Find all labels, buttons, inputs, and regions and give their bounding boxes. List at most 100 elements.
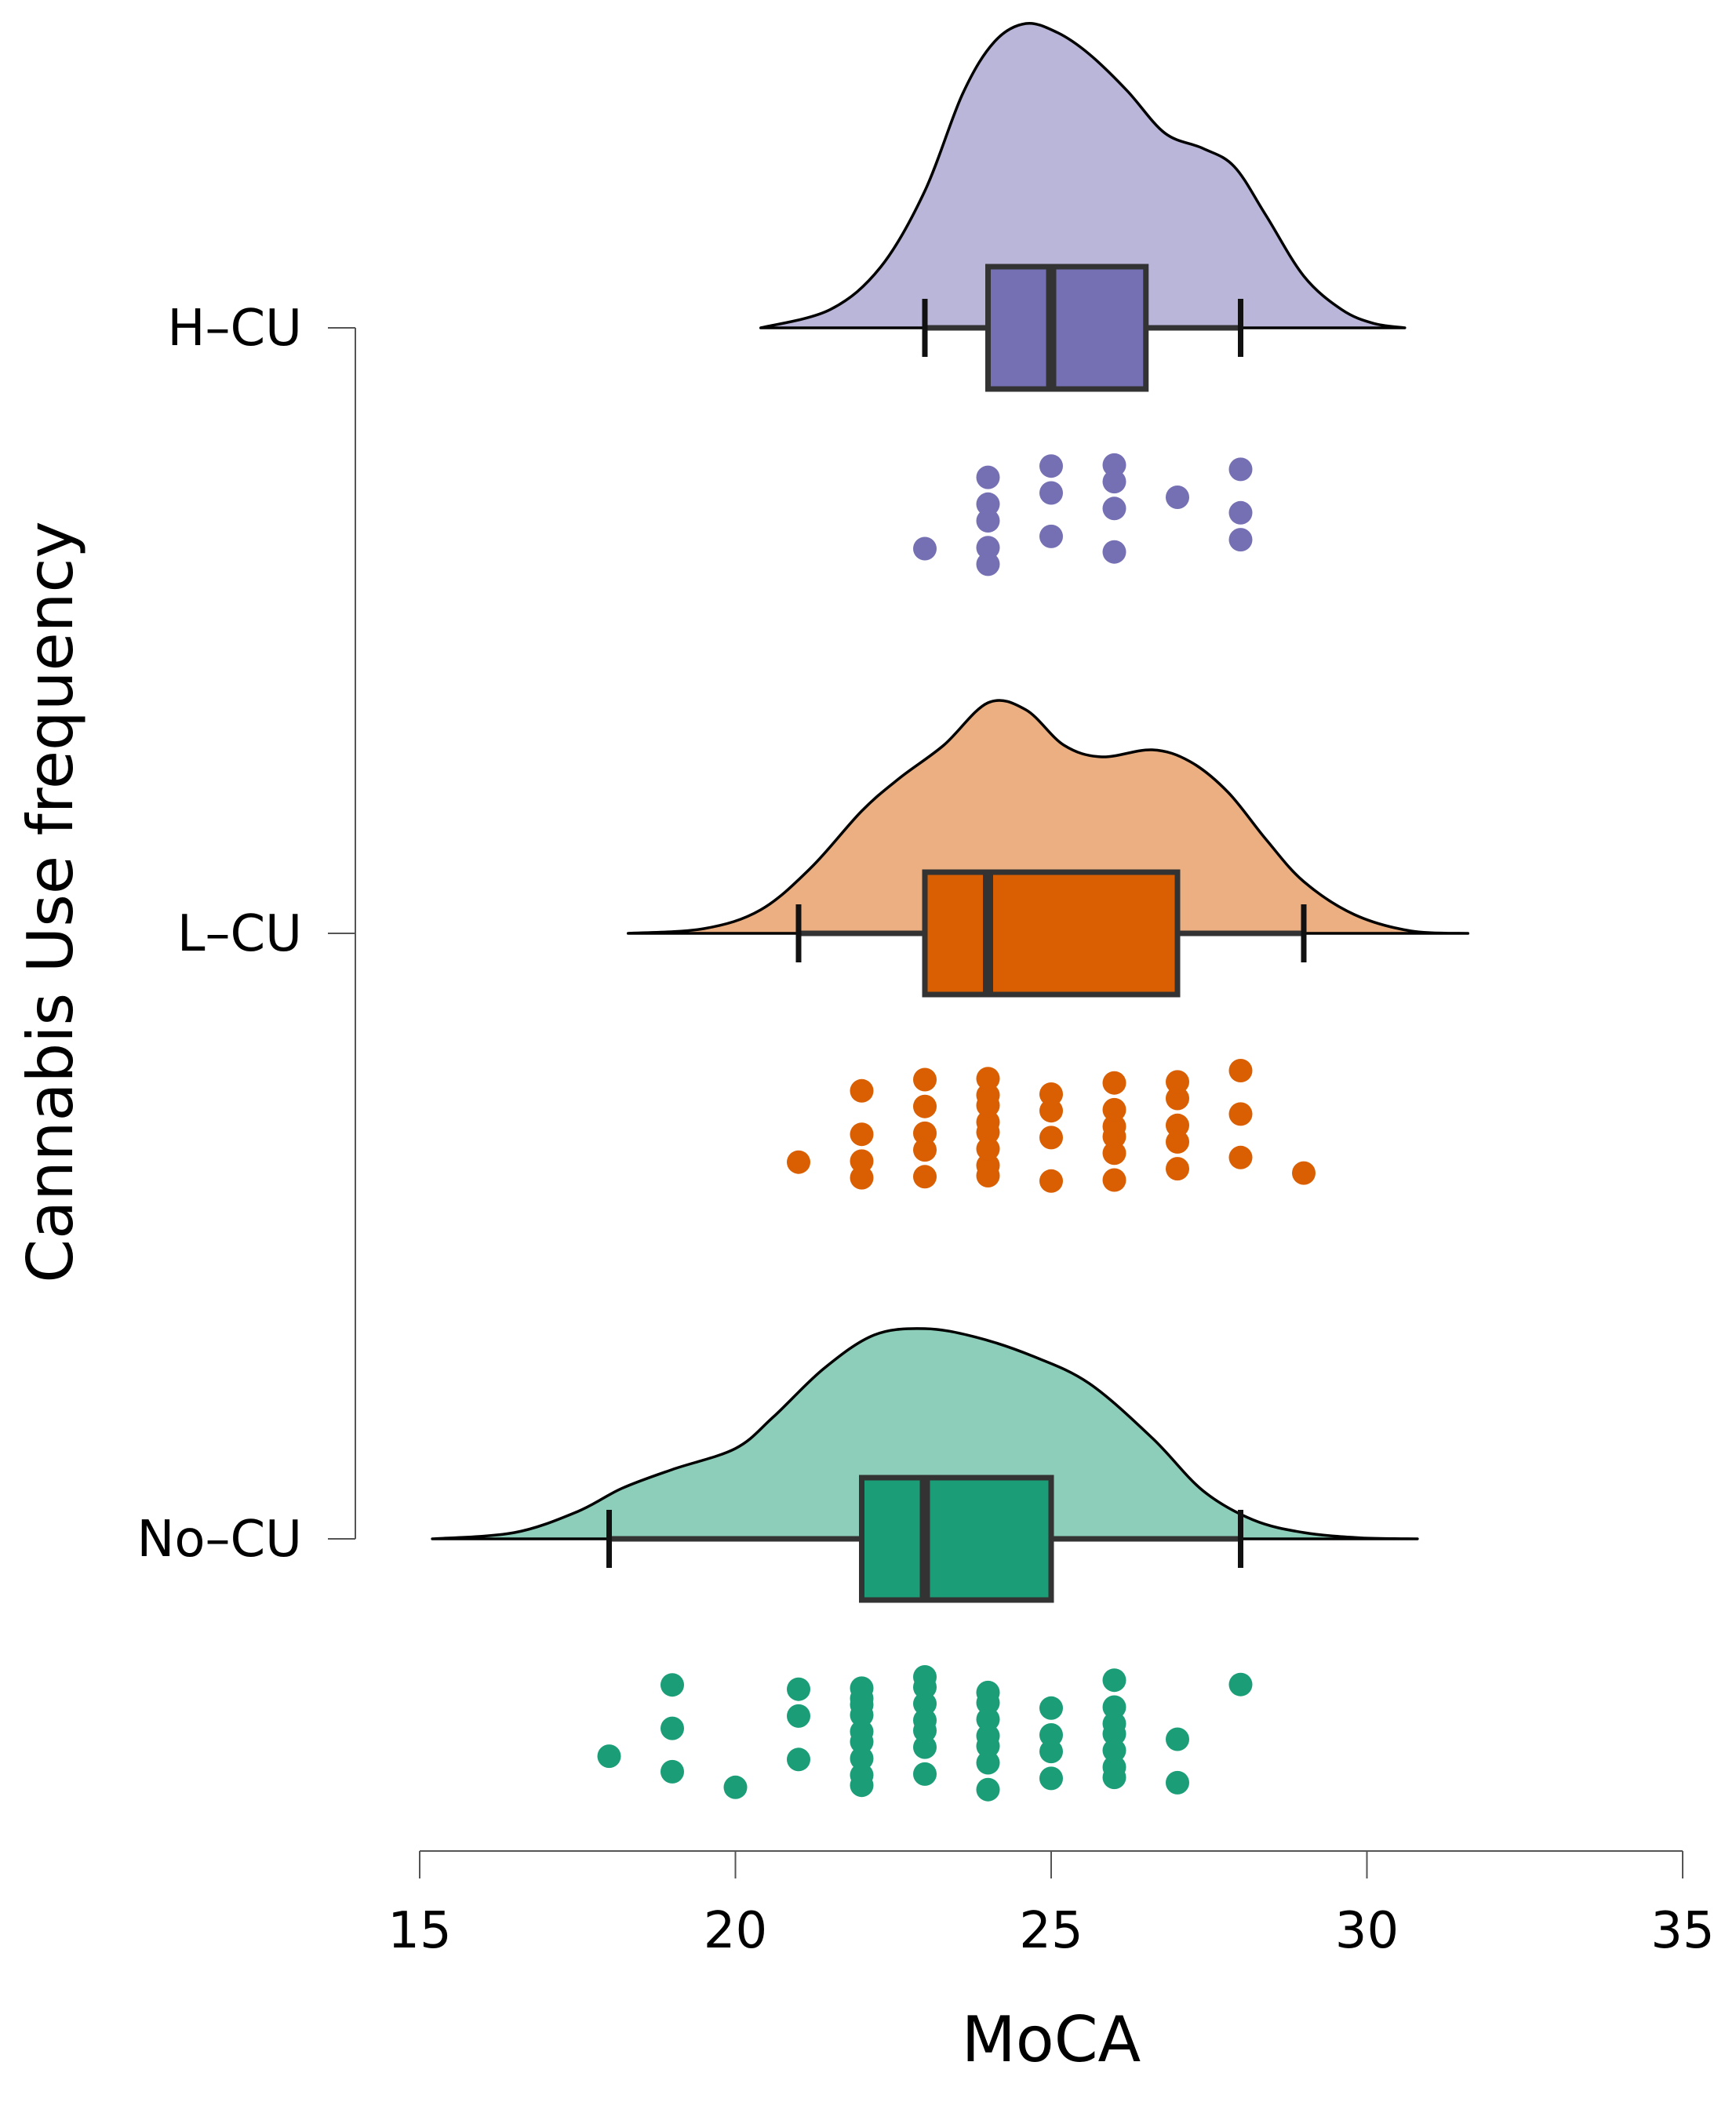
data-point-l-cu [976,1067,1000,1091]
data-point-no-cu [913,1762,937,1786]
data-point-l-cu [913,1138,937,1162]
data-point-h-cu [976,465,1000,489]
data-point-h-cu [1102,540,1126,564]
data-point-l-cu [1039,1099,1063,1123]
data-point-l-cu [1228,1059,1253,1082]
data-point-no-cu [723,1775,748,1799]
x-tick-label: 30 [1335,1902,1399,1960]
box-l-cu [922,869,1181,998]
box-plots [606,264,1307,1603]
data-point-l-cu [976,1093,1000,1118]
y-tick-label: H–CU [167,300,302,358]
data-point-h-cu [1228,500,1253,525]
data-point-l-cu [1292,1161,1316,1185]
data-point-no-cu [1102,1766,1126,1790]
data-point-l-cu [850,1078,874,1103]
data-point-no-cu [1102,1668,1126,1693]
data-point-no-cu [661,1716,684,1740]
data-point-no-cu [787,1747,810,1772]
data-point-l-cu [1102,1125,1126,1149]
data-point-h-cu [1039,481,1063,505]
data-point-l-cu [1039,1126,1063,1150]
data-point-no-cu [1102,1722,1126,1746]
data-point-h-cu [1039,524,1063,548]
data-point-no-cu [913,1735,937,1759]
data-point-h-cu [1102,496,1126,521]
data-point-l-cu [1039,1169,1063,1193]
data-point-l-cu [1166,1070,1189,1094]
data-point-l-cu [1228,1145,1253,1169]
x-tick-label: 35 [1650,1902,1714,1960]
data-point-no-cu [913,1692,937,1716]
raw-data-points [597,453,1316,1802]
data-point-l-cu [913,1121,937,1145]
data-point-no-cu [850,1773,874,1798]
data-point-l-cu [1166,1086,1189,1111]
data-point-h-cu [976,492,1000,516]
data-point-no-cu [850,1729,874,1754]
data-point-no-cu [850,1686,874,1711]
x-axis-title: MoCA [962,2003,1141,2076]
data-point-l-cu [1166,1129,1189,1154]
data-point-no-cu [976,1777,1000,1802]
data-point-no-cu [1102,1738,1126,1762]
y-axis: H–CU L–CU No–CU [136,300,356,1569]
data-point-h-cu [1166,485,1189,509]
data-point-l-cu [1102,1168,1126,1192]
data-point-l-cu [976,1120,1000,1144]
data-point-no-cu [787,1677,810,1701]
data-point-h-cu [913,536,937,561]
data-point-l-cu [1102,1071,1126,1095]
data-point-l-cu [1039,1082,1063,1106]
data-point-h-cu [1102,453,1126,477]
data-point-l-cu [850,1149,874,1173]
data-point-no-cu [850,1703,874,1727]
data-point-l-cu [1102,1141,1126,1166]
box-h-cu [985,264,1149,392]
x-tick-label: 15 [388,1902,451,1960]
data-point-no-cu [976,1751,1000,1775]
data-point-no-cu [1039,1723,1063,1747]
density-cloud-l-cu [626,699,1470,935]
data-point-l-cu [1166,1157,1189,1181]
data-point-h-cu [1228,457,1253,482]
data-point-l-cu [913,1165,937,1189]
data-point-no-cu [913,1675,937,1700]
density-cloud-h-cu [759,21,1407,329]
data-point-l-cu [976,1164,1000,1187]
x-axis: 15 20 25 30 35 [388,1850,1715,1960]
data-point-no-cu [850,1747,874,1770]
data-point-no-cu [976,1734,1000,1758]
data-point-no-cu [1039,1766,1063,1791]
x-tick-label: 20 [704,1902,767,1960]
y-tick-label: L–CU [177,905,302,963]
data-point-no-cu [913,1718,937,1743]
y-axis-title: Cannabis Use frequency [14,521,87,1283]
data-point-h-cu [976,536,1000,560]
data-point-no-cu [1102,1695,1126,1719]
data-point-no-cu [976,1707,1000,1732]
data-point-l-cu [1102,1097,1126,1122]
data-point-no-cu [1039,1740,1063,1764]
data-point-no-cu [1039,1696,1063,1720]
density-cloud-no-cu [431,1327,1419,1540]
data-point-l-cu [787,1150,810,1174]
data-point-h-cu [1102,470,1126,494]
x-tick-label: 25 [1019,1902,1083,1960]
box-no-cu [859,1475,1054,1603]
data-point-no-cu [597,1744,621,1769]
data-point-l-cu [850,1122,874,1147]
data-point-no-cu [787,1704,810,1728]
data-point-h-cu [1228,528,1253,552]
density-clouds [431,21,1470,1540]
y-tick-label: No–CU [136,1511,302,1569]
data-point-h-cu [976,552,1000,576]
data-point-l-cu [976,1136,1000,1161]
data-point-h-cu [1039,454,1063,478]
data-point-no-cu [1228,1672,1253,1697]
data-point-no-cu [1166,1727,1189,1751]
data-point-no-cu [661,1673,684,1697]
data-point-l-cu [913,1067,937,1092]
data-point-l-cu [1166,1113,1189,1137]
